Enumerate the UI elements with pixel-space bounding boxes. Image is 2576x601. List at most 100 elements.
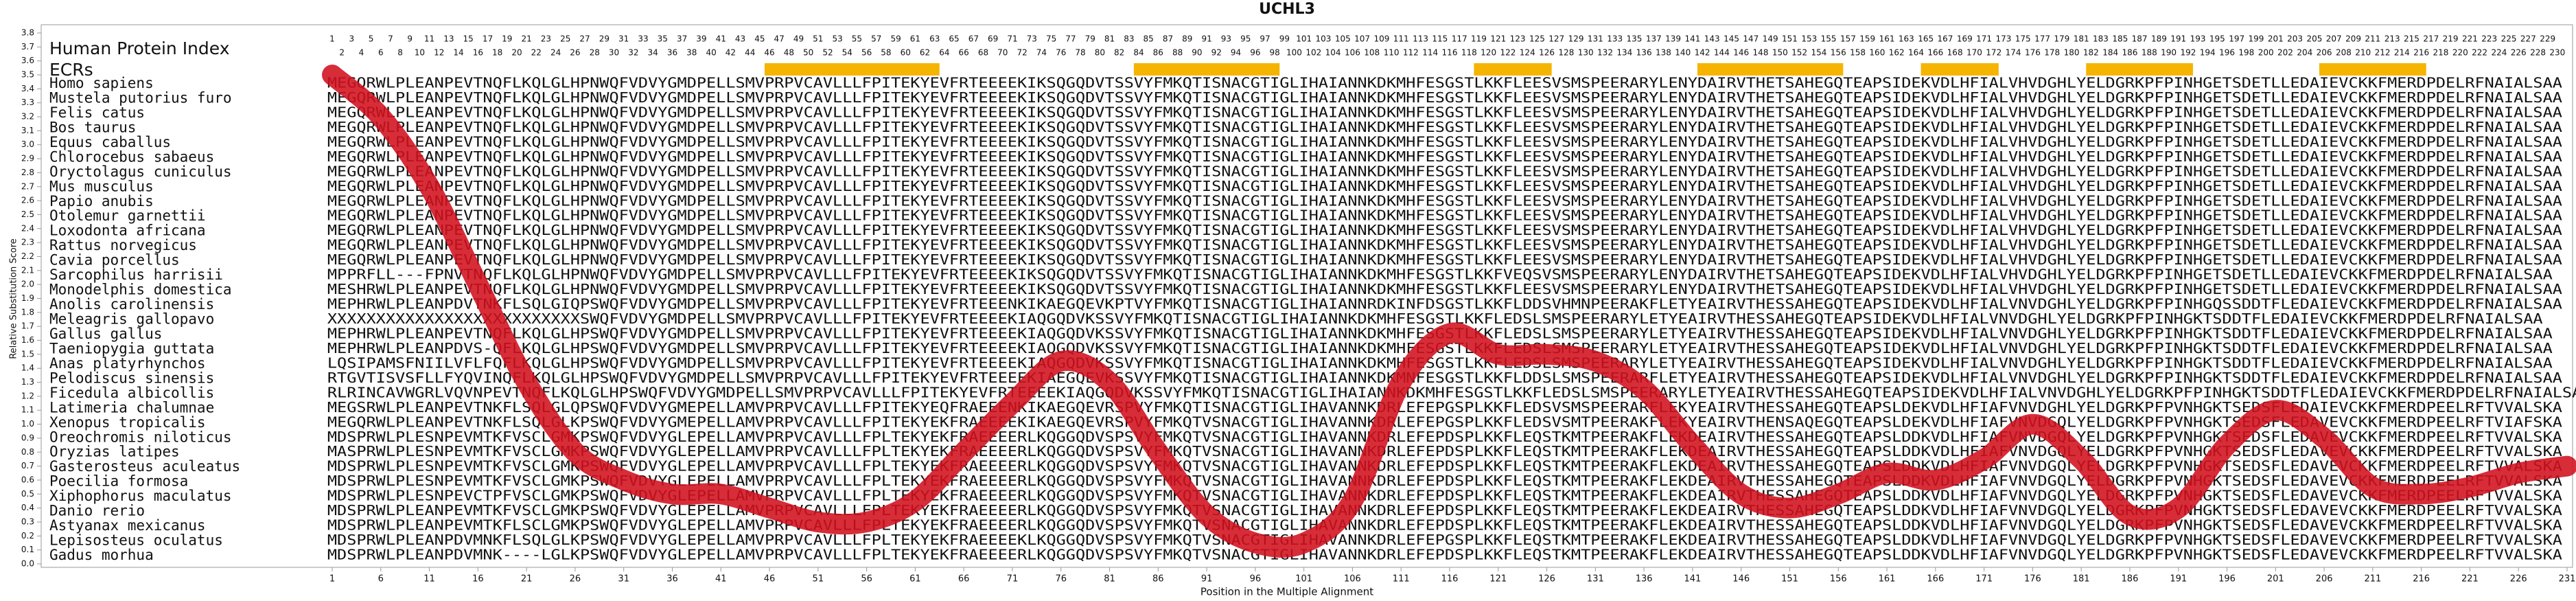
protein-index: 20 <box>511 48 522 58</box>
protein-index: 49 <box>793 34 804 44</box>
x-tick-label: 71 <box>1007 574 1019 585</box>
protein-index: 64 <box>939 48 949 58</box>
protein-index: 134 <box>1616 48 1632 58</box>
protein-index: 42 <box>726 48 736 58</box>
protein-index: 91 <box>1201 34 1211 44</box>
x-tick-label: 41 <box>715 574 727 585</box>
protein-index: 163 <box>1899 34 1914 44</box>
species-name: Oryctolagus cuniculus <box>49 163 232 180</box>
protein-index: 94 <box>1231 48 1241 58</box>
species-name: Homo sapiens <box>49 75 154 91</box>
protein-index: 177 <box>2034 34 2050 44</box>
protein-index: 87 <box>1163 34 1173 44</box>
protein-index: 174 <box>2006 48 2021 58</box>
protein-index: 176 <box>2025 48 2041 58</box>
protein-index: 30 <box>609 48 619 58</box>
protein-index: 150 <box>1772 48 1788 58</box>
x-tick-label: 36 <box>666 574 678 585</box>
protein-index: 71 <box>1007 34 1017 44</box>
y-tick-label: 3.3 <box>21 98 34 107</box>
x-tick-label: 216 <box>2413 574 2430 585</box>
y-tick-label: 0.0 <box>21 559 34 569</box>
protein-index: 190 <box>2161 48 2177 58</box>
protein-index: 50 <box>803 48 813 58</box>
protein-index: 19 <box>502 34 512 44</box>
protein-index: 202 <box>2277 48 2293 58</box>
protein-index: 24 <box>550 48 561 58</box>
protein-index: 128 <box>1558 48 1574 58</box>
protein-index: 229 <box>2540 34 2555 44</box>
y-tick-label: 2.9 <box>21 154 34 163</box>
protein-index: 27 <box>579 34 590 44</box>
plot-frame <box>40 24 2573 568</box>
protein-index: 148 <box>1753 48 1769 58</box>
y-tick-label: 1.1 <box>21 405 34 415</box>
protein-index: 208 <box>2336 48 2352 58</box>
protein-index: 154 <box>1811 48 1826 58</box>
protein-index: 142 <box>1695 48 1710 58</box>
protein-index: 167 <box>1938 34 1953 44</box>
protein-index: 14 <box>453 48 463 58</box>
y-tick-label: 2.7 <box>21 181 34 191</box>
protein-index: 222 <box>2472 48 2487 58</box>
y-tick-label: 1.9 <box>21 293 34 303</box>
protein-index: 93 <box>1221 34 1231 44</box>
protein-index: 119 <box>1471 34 1487 44</box>
protein-index: 171 <box>1976 34 1992 44</box>
protein-index: 117 <box>1452 34 1467 44</box>
protein-index: 74 <box>1036 48 1047 58</box>
protein-index: 217 <box>2423 34 2439 44</box>
protein-index: 35 <box>658 34 668 44</box>
y-tick-label: 2.1 <box>21 265 34 275</box>
protein-index: 225 <box>2501 34 2517 44</box>
y-tick-label: 2.5 <box>21 209 34 219</box>
protein-index: 2 <box>339 48 345 58</box>
species-name: Chlorocebus sabaeus <box>49 148 214 165</box>
x-tick-label: 176 <box>2024 574 2041 585</box>
y-tick-label: 0.1 <box>21 545 34 554</box>
protein-index: 18 <box>492 48 502 58</box>
species-name: Oryzias latipes <box>49 444 180 460</box>
protein-index: 96 <box>1250 48 1260 58</box>
ecr-region <box>1921 63 1999 76</box>
protein-index: 60 <box>901 48 911 58</box>
sequence: MEGQRWLPLEANPEVTNQFLKQLGLHPNWQFVDVYGMDPE… <box>327 207 2562 224</box>
protein-index: 189 <box>2151 34 2167 44</box>
protein-index: 3 <box>349 34 354 44</box>
protein-index: 210 <box>2355 48 2371 58</box>
protein-index: 65 <box>949 34 959 44</box>
header-title: Human Protein Index <box>49 38 230 58</box>
protein-index: 106 <box>1345 48 1360 58</box>
y-tick-label: 2.4 <box>21 223 34 233</box>
x-tick-label: 66 <box>958 574 970 585</box>
species-name: Anolis carolinensis <box>49 296 214 313</box>
y-tick-label: 1.0 <box>21 419 34 429</box>
protein-index: 34 <box>648 48 658 58</box>
sequence: LQSIPAMSFNIILVFLFQFLKQLGLHPSWQFVDVYGMDPE… <box>327 354 2553 371</box>
species-name: Mus musculus <box>49 178 154 194</box>
protein-index: 79 <box>1085 34 1095 44</box>
protein-index: 112 <box>1403 48 1419 58</box>
protein-index: 109 <box>1373 34 1389 44</box>
x-tick-label: 1 <box>329 574 335 585</box>
y-tick-label: 0.9 <box>21 433 34 442</box>
y-tick-label: 1.6 <box>21 335 34 345</box>
protein-index: 152 <box>1791 48 1807 58</box>
ecr-region <box>1697 63 1844 76</box>
protein-index: 215 <box>2404 34 2420 44</box>
y-tick-label: 2.2 <box>21 251 34 261</box>
sequence: MDSPRWLPLEANPEVMTKFLSCLGMKPSWQFVDVYGLEPE… <box>327 517 2562 534</box>
protein-index: 104 <box>1325 48 1341 58</box>
protein-index: 211 <box>2365 34 2380 44</box>
protein-index: 57 <box>871 34 881 44</box>
protein-index: 144 <box>1714 48 1730 58</box>
protein-index: 170 <box>1966 48 1982 58</box>
y-tick-label: 3.6 <box>21 56 34 65</box>
protein-index: 1 <box>329 34 335 44</box>
protein-index: 168 <box>1947 48 1963 58</box>
protein-index: 224 <box>2491 48 2507 58</box>
protein-index: 118 <box>1461 48 1477 58</box>
protein-index: 228 <box>2530 48 2546 58</box>
protein-index: 11 <box>424 34 434 44</box>
x-tick-label: 26 <box>570 574 581 585</box>
